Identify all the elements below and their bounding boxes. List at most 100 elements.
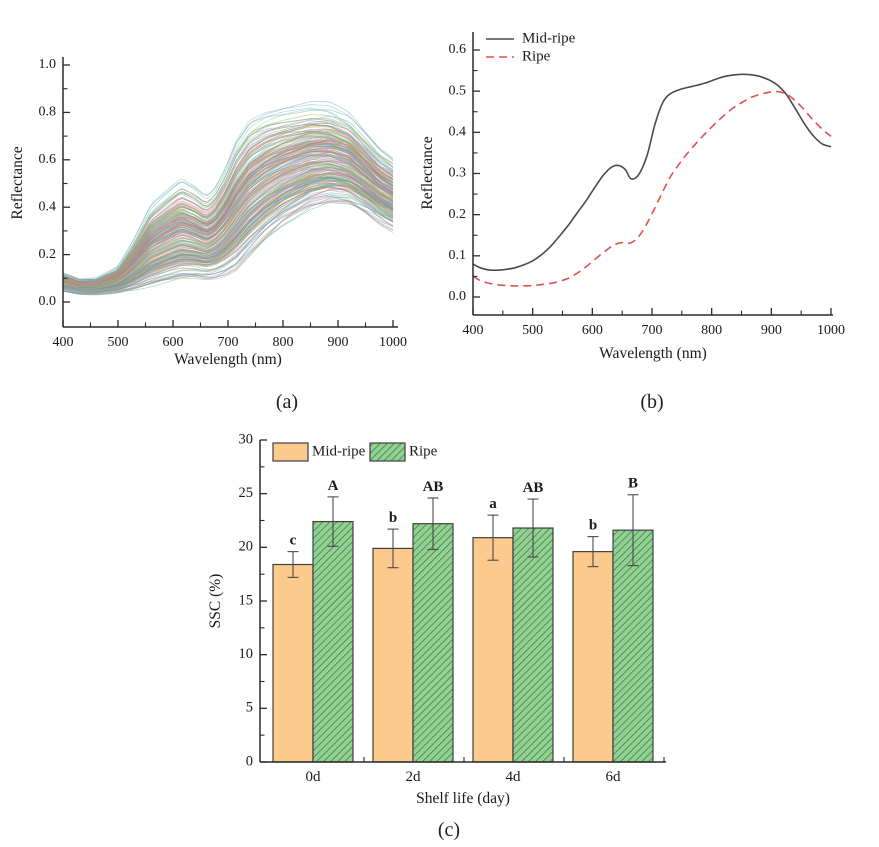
spectrum-curve (62, 175, 394, 290)
spectrum-curve (62, 169, 394, 288)
spectrum-curve (62, 182, 394, 292)
y-tick-label: 0.8 (39, 105, 57, 120)
spectrum-curve (62, 143, 394, 287)
spectrum-curve (62, 179, 394, 290)
spectrum-curve (62, 187, 394, 292)
y-tick-label: 0.5 (449, 83, 467, 98)
spectrum-curve (62, 167, 394, 289)
panel-a-label: (a) (275, 391, 299, 413)
spectrum-curve (62, 120, 394, 284)
significance-letter: B (628, 476, 638, 492)
spectrum-curve (62, 142, 394, 285)
panel-b-mean-spectra-chart: 0.0 0.1 0.2 0.3 0.4 0.5 0.6 400 500 600 700 800 900 1… (419, 0, 879, 420)
spectrum-curve (62, 173, 394, 291)
spectrum-curve (62, 141, 394, 285)
spectrum-curve (62, 173, 394, 291)
error-bars (287, 494, 639, 578)
spectrum-curve (62, 138, 394, 285)
spectrum-curve (62, 137, 394, 287)
spectrum-curve (62, 145, 394, 286)
spectrum-curve (62, 129, 394, 284)
spectrum-curve (62, 146, 394, 286)
bar-hatch-overlay (413, 523, 453, 762)
legend: Mid-ripe Ripe (272, 442, 438, 462)
significance-letter: a (489, 496, 497, 512)
spectrum-curve (62, 176, 394, 292)
spectrum-curve (62, 184, 394, 291)
spectrum-curve (62, 185, 394, 294)
spectrum-curve (62, 156, 394, 287)
spectrum-curve (62, 130, 394, 285)
y-tick-label: 0.4 (39, 199, 57, 214)
spectrum-curve (62, 176, 394, 290)
spectrum-curve (62, 196, 394, 293)
spectrum-curve (62, 166, 394, 291)
spectrum-curve (62, 163, 394, 289)
legend-ripe-label: Ripe (409, 443, 438, 459)
spectrum-curve (62, 150, 394, 286)
spectrum-curve (62, 187, 394, 292)
spectrum-curve (62, 117, 394, 282)
legend: Mid-ripe Ripe (486, 30, 576, 64)
spectrum-curve (62, 153, 394, 288)
spectrum-curve (62, 161, 394, 289)
spectrum-curve (62, 135, 394, 284)
spectrum-curve (62, 177, 394, 290)
spectrum-curve (62, 180, 394, 290)
spectrum-curve (62, 143, 394, 286)
spectrum-curve (62, 167, 394, 290)
y-tick-label: 0.4 (449, 125, 467, 140)
spectrum-curve (62, 148, 394, 287)
spectrum-curve (62, 186, 394, 294)
y-tick-label: 0.0 (449, 289, 467, 304)
spectrum-curve (62, 131, 394, 283)
spectrum-curve (62, 135, 394, 283)
spectrum-curve (62, 149, 394, 286)
spectrum-curve (62, 129, 394, 286)
spectrum-curve (62, 140, 394, 286)
spectrum-curve (62, 108, 394, 281)
spectrum-curve (62, 142, 394, 284)
spectrum-curve (62, 200, 394, 295)
spectrum-curve (62, 161, 394, 288)
spectrum-curve (62, 174, 394, 291)
y-tick-label: 0.0 (39, 294, 57, 309)
x-tick-label: 900 (761, 323, 782, 338)
spectrum-curve (62, 196, 394, 295)
spectrum-curve (62, 187, 394, 291)
y-axis-title: Reflectance (420, 136, 436, 209)
spectrum-curve (62, 181, 394, 291)
x-category-label: 4d (506, 769, 522, 785)
spectrum-curve (62, 143, 394, 287)
y-tick-label: 20 (239, 539, 254, 555)
spectrum-curve (62, 155, 394, 286)
spectrum-curve (62, 136, 394, 285)
y-tick-label: 0.1 (449, 248, 467, 263)
panel-a-svg: 0.0 0.2 0.4 0.6 0.8 1.0 400 500 600 700 800 900 1000… (9, 57, 407, 368)
spectrum-curve (62, 169, 394, 288)
y-axis-title: SSC (%) (207, 574, 224, 629)
legend-ripe-swatch-hatch (369, 442, 406, 462)
spectrum-curve (62, 143, 394, 284)
bar-mid-ripe-4d (473, 537, 513, 762)
spectrum-curve (62, 145, 394, 287)
spectrum-curve (62, 166, 394, 288)
significance-letter: b (589, 518, 597, 534)
spectrum-curve (62, 162, 394, 289)
spectrum-curve (62, 140, 394, 285)
spectrum-curve (62, 173, 394, 289)
legend-ripe-label: Ripe (522, 48, 551, 64)
spectrum-curve (62, 177, 394, 292)
spectrum-curve (62, 197, 394, 296)
axes: 0 5 10 15 20 25 30 (239, 431, 666, 769)
spectrum-curve (62, 144, 394, 287)
spectrum-curve (62, 130, 394, 283)
significance-letter: c (290, 533, 297, 549)
x-tick-label: 800 (701, 323, 722, 338)
spectrum-curve (62, 200, 394, 296)
spectrum-curve (62, 177, 394, 289)
y-tick-label: 0.2 (39, 247, 57, 262)
spectrum-curve (62, 178, 394, 293)
significance-letter: b (389, 510, 397, 526)
